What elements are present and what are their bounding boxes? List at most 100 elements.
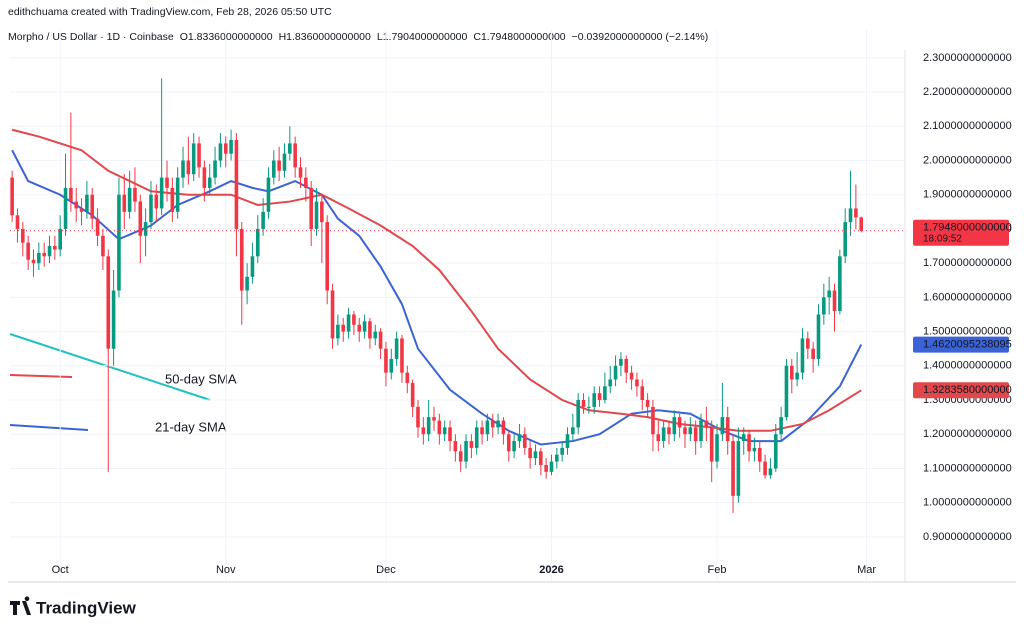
candle-body <box>800 338 805 373</box>
candle-body <box>95 218 100 236</box>
candle-body <box>437 420 442 435</box>
candle-body <box>181 160 185 178</box>
candle-body <box>736 441 741 496</box>
candle-body <box>587 406 591 408</box>
candle-body <box>389 358 394 373</box>
candle-body <box>213 160 217 178</box>
candle-body <box>661 427 666 442</box>
x-tick-label: Feb <box>708 564 727 576</box>
candle-body <box>528 447 532 459</box>
candle-body <box>763 461 767 476</box>
candle-body <box>229 139 233 154</box>
candle-body <box>63 187 68 229</box>
candle-body <box>789 365 794 380</box>
candle-body <box>234 139 239 229</box>
candle-body <box>442 427 447 435</box>
candle-body <box>37 252 41 264</box>
candle-body <box>784 365 789 418</box>
candle-body <box>320 201 324 223</box>
annotation-line <box>9 424 89 431</box>
candle-body <box>165 177 169 188</box>
candle-body <box>501 420 506 435</box>
candle-body <box>159 177 164 209</box>
sma-tag-label: 1.3283580000000 <box>923 384 1012 396</box>
y-tick-label: 2.2000000000000 <box>923 86 1012 98</box>
candle-body <box>10 177 14 216</box>
y-tick-label: 1.2000000000000 <box>923 428 1012 440</box>
candle-body <box>250 256 255 277</box>
candle-body <box>795 372 799 380</box>
y-tick-label: 2.0000000000000 <box>923 154 1012 166</box>
candle-body <box>26 242 30 260</box>
candle-body <box>133 187 137 202</box>
ohlc-label: L <box>377 31 383 43</box>
ohlc-label: H <box>279 31 287 43</box>
candle-body <box>42 252 46 257</box>
candle-body <box>757 447 762 462</box>
candle-body <box>560 447 564 455</box>
candle-body <box>261 211 265 229</box>
candle-body <box>779 417 783 435</box>
y-tick-label: 1.5000000000000 <box>923 325 1012 337</box>
candle-body <box>293 143 297 168</box>
candle-body <box>816 314 821 359</box>
candle-body <box>555 454 559 462</box>
ohlc-label: O <box>180 31 188 43</box>
candle-body <box>453 441 458 452</box>
candle-body <box>517 434 522 442</box>
candle-body <box>400 338 404 373</box>
candle-body <box>597 393 602 401</box>
candle-body <box>843 222 847 257</box>
candle-body <box>827 290 831 298</box>
candle-body <box>752 447 757 452</box>
candle-body <box>848 208 853 223</box>
candle-body <box>69 187 73 202</box>
countdown: 18:09:52 <box>923 233 962 244</box>
candle-body <box>677 417 682 428</box>
candle-body <box>704 420 709 428</box>
candle-body <box>549 461 554 472</box>
candle-body <box>715 434 719 462</box>
y-tick-label: 1.9000000000000 <box>923 189 1012 201</box>
sma-tag <box>913 336 1009 353</box>
candle-body <box>394 338 399 359</box>
candle-body <box>747 434 751 452</box>
candle-body <box>90 194 95 219</box>
candle-body <box>378 331 383 349</box>
candle-body <box>277 160 281 171</box>
candle-body <box>314 201 319 229</box>
y-tick-label: 1.4000000000000 <box>923 360 1012 372</box>
candle-body <box>175 177 180 212</box>
candle-body <box>693 427 698 442</box>
y-tick-label: 0.9000000000000 <box>923 531 1012 543</box>
candle-body <box>822 297 826 315</box>
candle-body <box>544 465 548 472</box>
candle-body <box>106 256 111 349</box>
y-tick-label: 2.1000000000000 <box>923 120 1012 132</box>
candle-body <box>357 324 362 332</box>
candle-body <box>272 160 276 178</box>
candle-body <box>432 417 436 421</box>
candle-body <box>149 194 153 223</box>
candle-body <box>490 420 495 428</box>
annotation-line <box>9 374 73 378</box>
candle-body <box>186 160 191 175</box>
candle-body <box>635 379 639 387</box>
candle-body <box>838 256 842 312</box>
candle-body <box>58 228 62 250</box>
candle-body <box>624 358 629 373</box>
candle-body <box>613 365 618 380</box>
candle-body <box>768 468 773 476</box>
candle-body <box>336 324 340 339</box>
candle-body <box>202 167 207 188</box>
ohlc-value: 1.8336000000000 <box>188 31 273 43</box>
ohlc-value: 1.7904000000000 <box>383 31 468 43</box>
candle-body <box>346 314 351 332</box>
candle-body <box>480 427 484 435</box>
candle-body <box>512 441 516 452</box>
candle-body <box>15 215 20 229</box>
candle-body <box>720 417 725 435</box>
candle-body <box>464 441 468 462</box>
credit: edithchuama created with TradingView.com… <box>8 6 332 18</box>
